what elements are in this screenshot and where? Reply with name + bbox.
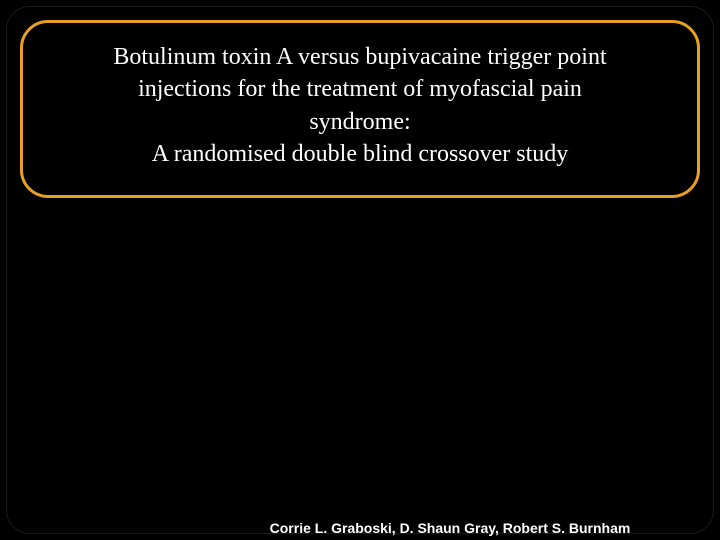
title-text: Botulinum toxin A versus bupivacaine tri…	[55, 41, 665, 171]
title-line-1: Botulinum toxin A versus bupivacaine tri…	[113, 44, 606, 70]
title-line-2: injections for the treatment of myofasci…	[138, 76, 582, 102]
authors-text: Corrie L. Graboski, D. Shaun Gray, Rober…	[0, 520, 720, 536]
slide-container: Botulinum toxin A versus bupivacaine tri…	[0, 0, 720, 540]
title-box: Botulinum toxin A versus bupivacaine tri…	[20, 20, 700, 198]
title-line-4: A randomised double blind crossover stud…	[152, 141, 569, 167]
title-line-3: syndrome:	[309, 109, 410, 135]
